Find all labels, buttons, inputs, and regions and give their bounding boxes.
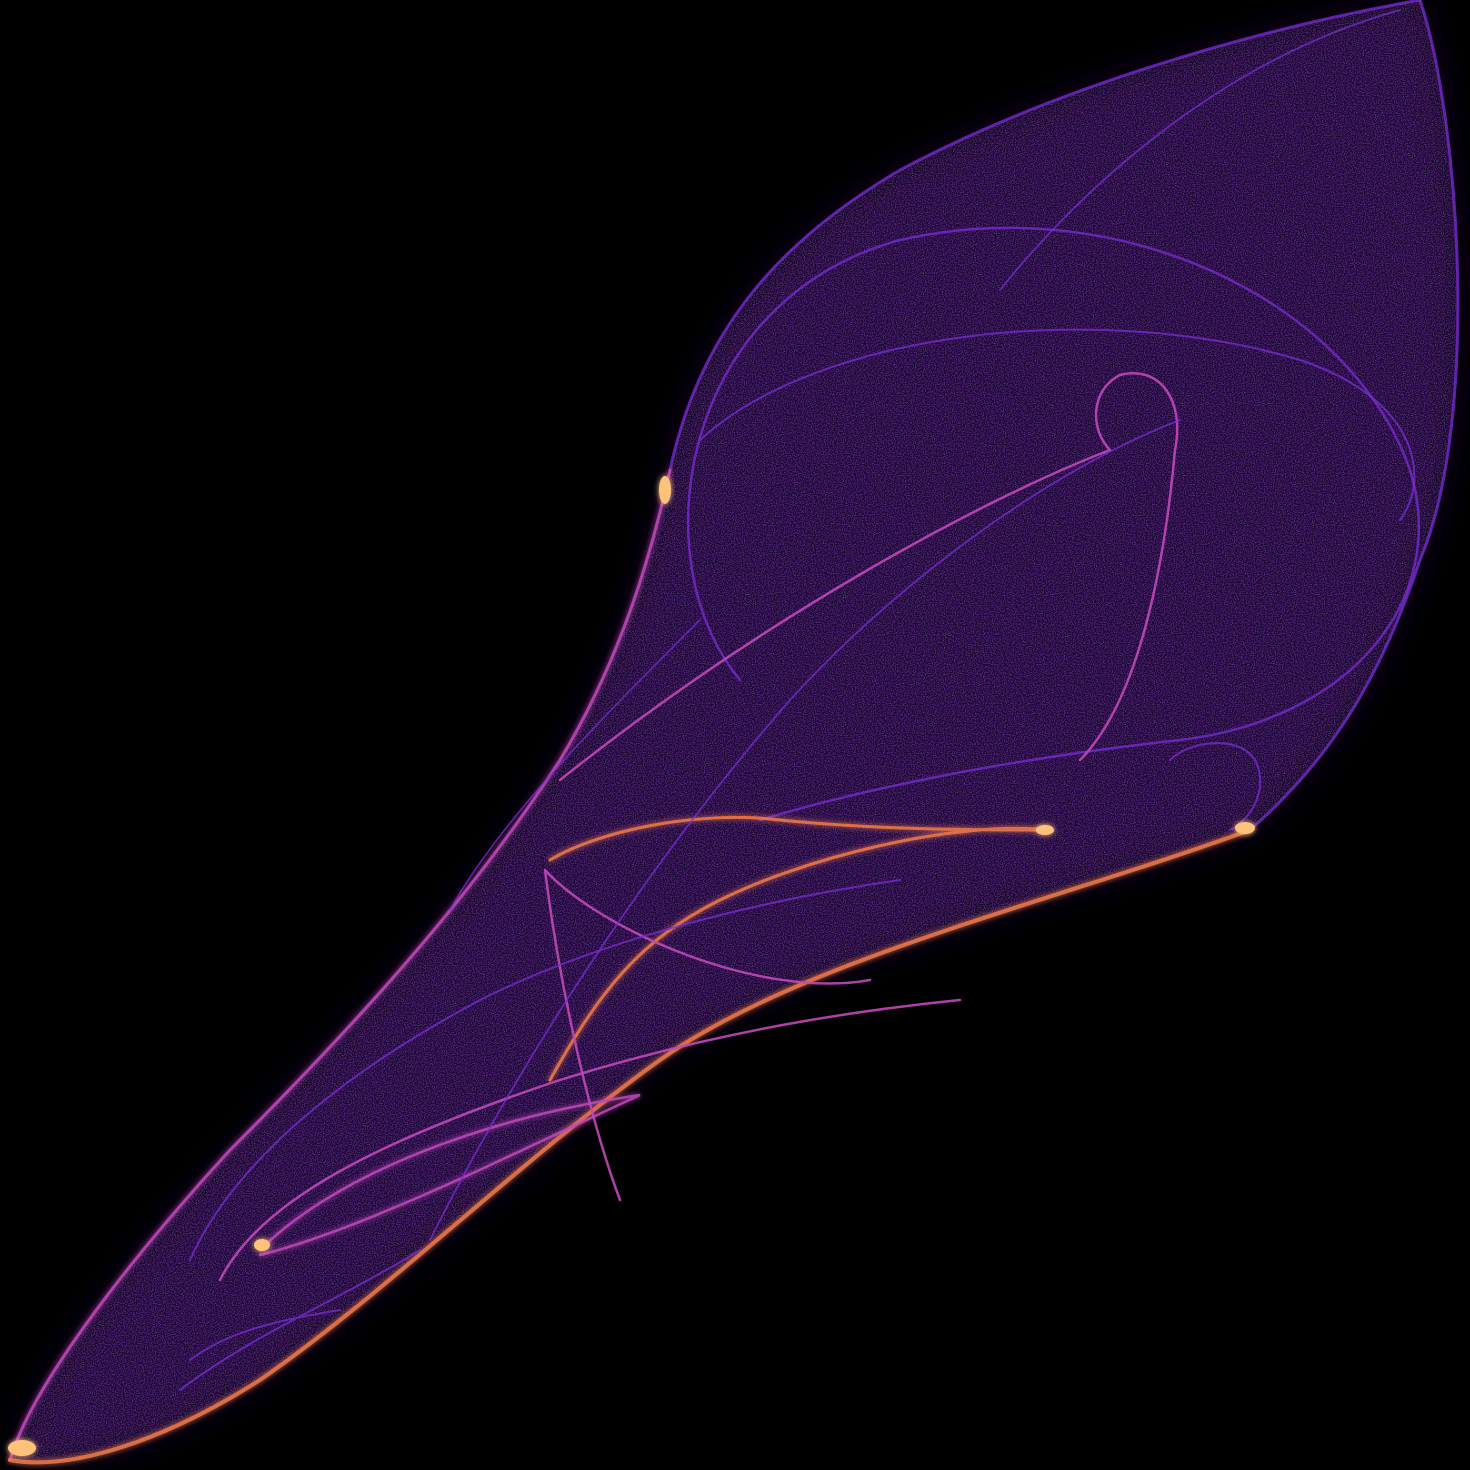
right-lobe bbox=[1169, 742, 1262, 831]
tongue-loop bbox=[558, 372, 1179, 782]
lower-loop-b bbox=[258, 1093, 641, 1257]
mid-triangle bbox=[543, 868, 872, 1202]
hotspot-bottom-left bbox=[8, 1440, 36, 1456]
hotspot-mid-cusp bbox=[1036, 825, 1054, 835]
outer-envelope bbox=[1248, 0, 1460, 832]
hotspot-right-cusp bbox=[1235, 822, 1255, 834]
inner-arc bbox=[699, 328, 1416, 521]
diagonal-strand bbox=[429, 419, 1181, 1241]
hotspot-upper-left bbox=[659, 476, 671, 504]
lower-loop-c bbox=[189, 879, 901, 1261]
hotspot-lower-loop bbox=[254, 1239, 270, 1251]
upper-edge bbox=[668, 0, 1422, 472]
upper-strand bbox=[999, 9, 1401, 291]
left-edge-bright bbox=[8, 468, 672, 1462]
lower-loop-d bbox=[179, 1249, 421, 1391]
left-strand bbox=[449, 619, 701, 911]
lower-edge-bright bbox=[8, 828, 1252, 1465]
big-loop bbox=[686, 226, 1420, 822]
lower-loop-a bbox=[218, 998, 962, 1282]
attractor-hotspots bbox=[8, 476, 1255, 1456]
attractor-body bbox=[10, 0, 1458, 1463]
